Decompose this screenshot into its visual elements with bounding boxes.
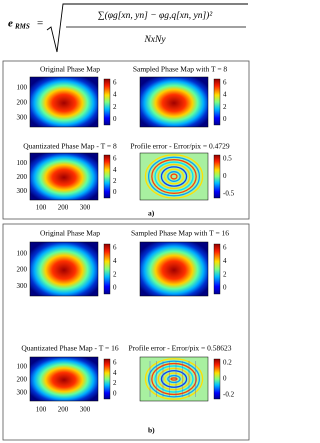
y-tick-label: 200 xyxy=(17,173,28,181)
y-tick-label: 200 xyxy=(17,266,28,274)
plot-title: Original Phase Map xyxy=(40,229,100,238)
y-tick-label: 100 xyxy=(17,362,28,370)
colorbar-tick-label: 6 xyxy=(113,359,117,367)
y-tick-label: 300 xyxy=(17,389,28,397)
colorbar-tick-label: 6 xyxy=(113,79,117,87)
error-ring xyxy=(151,159,197,194)
panel-label: a) xyxy=(148,209,155,218)
panel-label: b) xyxy=(148,426,155,435)
error-ring xyxy=(144,154,204,199)
error-ring xyxy=(147,156,201,197)
colorbar-tick-label: 6 xyxy=(223,79,227,87)
phase-map xyxy=(29,152,99,201)
x-tick-label: 200 xyxy=(58,406,69,414)
colorbar-tick-label: 4 xyxy=(113,257,117,265)
colorbar-tick-label: 0 xyxy=(223,375,227,383)
phase-map xyxy=(139,241,209,297)
phase-map xyxy=(29,241,99,297)
error-ring xyxy=(151,362,197,396)
eq-lhs: e xyxy=(8,18,13,30)
colorbar-tick-label: 0.5 xyxy=(223,155,232,163)
error-ring xyxy=(170,377,178,381)
plot-title: Sampled Phase Map with T = 16 xyxy=(131,229,229,238)
sqrt-sign xyxy=(46,3,248,53)
x-tick-label: 200 xyxy=(58,204,69,212)
y-tick-label: 200 xyxy=(17,99,28,107)
colorbar-tick-label: -0.2 xyxy=(223,391,235,399)
colorbar-tick-label: 2 xyxy=(113,379,117,387)
phase-map xyxy=(29,76,99,128)
colorbar-tick-label: 4 xyxy=(113,369,117,377)
panel-frame xyxy=(2,223,250,441)
plot-title: Original Phase Map xyxy=(40,65,100,74)
error-ring xyxy=(147,360,201,398)
colorbar-tick-label: 4 xyxy=(113,91,117,99)
error-ring xyxy=(154,161,194,192)
colorbar xyxy=(213,243,221,295)
error-ring xyxy=(154,365,194,393)
eq-lhs-sub: RMS xyxy=(14,23,30,31)
plot-title: Profile error - Error/pix = 0.58623 xyxy=(129,344,232,353)
plot-title: Quantizated Phase Map - T = 16 xyxy=(21,344,119,353)
colorbar-tick-label: 0.2 xyxy=(223,359,232,367)
error-ring xyxy=(160,166,188,187)
error-ring xyxy=(167,171,181,182)
y-tick-label: 100 xyxy=(17,249,28,257)
phase-map xyxy=(29,356,99,402)
colorbar-tick-label: 4 xyxy=(223,257,227,265)
colorbar xyxy=(213,78,221,126)
colorbar-tick-label: 0 xyxy=(113,284,117,292)
colorbar-tick-label: 6 xyxy=(113,155,117,163)
colorbar-tick-label: 2 xyxy=(223,103,227,111)
colorbar-tick-label: 4 xyxy=(113,166,117,174)
error-ring xyxy=(144,358,204,400)
colorbar-tick-label: 0 xyxy=(113,188,117,196)
x-tick-label: 100 xyxy=(36,204,47,212)
colorbar xyxy=(103,243,111,295)
plot-title: Profile error - Error/pix = 0.4729 xyxy=(130,142,229,151)
error-ring xyxy=(163,168,185,185)
error-ring xyxy=(160,370,188,388)
colorbar xyxy=(213,358,221,400)
y-tick-label: 200 xyxy=(17,375,28,383)
colorbar xyxy=(103,358,111,400)
colorbar-tick-label: 0 xyxy=(223,172,227,180)
colorbar-tick-label: -0.5 xyxy=(223,190,235,198)
y-tick-label: 300 xyxy=(17,187,28,195)
y-tick-label: 300 xyxy=(17,282,28,290)
colorbar xyxy=(213,154,221,199)
plot-title: Quantizated Phase Map - T = 8 xyxy=(23,142,117,151)
error-ring xyxy=(163,372,185,386)
colorbar xyxy=(103,78,111,126)
error-ring xyxy=(157,367,191,391)
colorbar-tick-label: 6 xyxy=(223,244,227,252)
y-tick-label: 100 xyxy=(17,84,28,92)
colorbar-tick-label: 2 xyxy=(113,270,117,278)
colorbar-tick-label: 2 xyxy=(113,177,117,185)
phase-map xyxy=(139,76,209,128)
colorbar-tick-label: 0 xyxy=(223,284,227,292)
error-ring xyxy=(167,374,181,384)
y-tick-label: 100 xyxy=(17,159,28,167)
eq-denominator: NxNy xyxy=(143,35,166,45)
colorbar-tick-label: 0 xyxy=(113,115,117,123)
panel-frame xyxy=(2,60,250,220)
eq-equals: = xyxy=(37,18,43,30)
colorbar-tick-label: 0 xyxy=(113,390,117,398)
error-ring xyxy=(157,163,191,190)
colorbar-tick-label: 4 xyxy=(223,91,227,99)
x-tick-label: 100 xyxy=(36,406,47,414)
error-ring xyxy=(170,173,178,180)
eq-numerator: ∑(φg[xn, yn] − φg,q[xn, yn])² xyxy=(98,10,213,21)
x-tick-label: 300 xyxy=(80,406,91,414)
colorbar-tick-label: 2 xyxy=(223,270,227,278)
colorbar-tick-label: 0 xyxy=(223,115,227,123)
plot-title: Sampled Phase Map with T = 8 xyxy=(133,65,228,74)
colorbar-tick-label: 6 xyxy=(113,244,117,252)
colorbar-tick-label: 2 xyxy=(113,103,117,111)
colorbar xyxy=(103,154,111,199)
y-tick-label: 300 xyxy=(17,114,28,122)
x-tick-label: 300 xyxy=(80,204,91,212)
figure: e RMS = ∑(φg[xn, yn] − φg,q[xn, yn])² Nx… xyxy=(2,3,250,441)
